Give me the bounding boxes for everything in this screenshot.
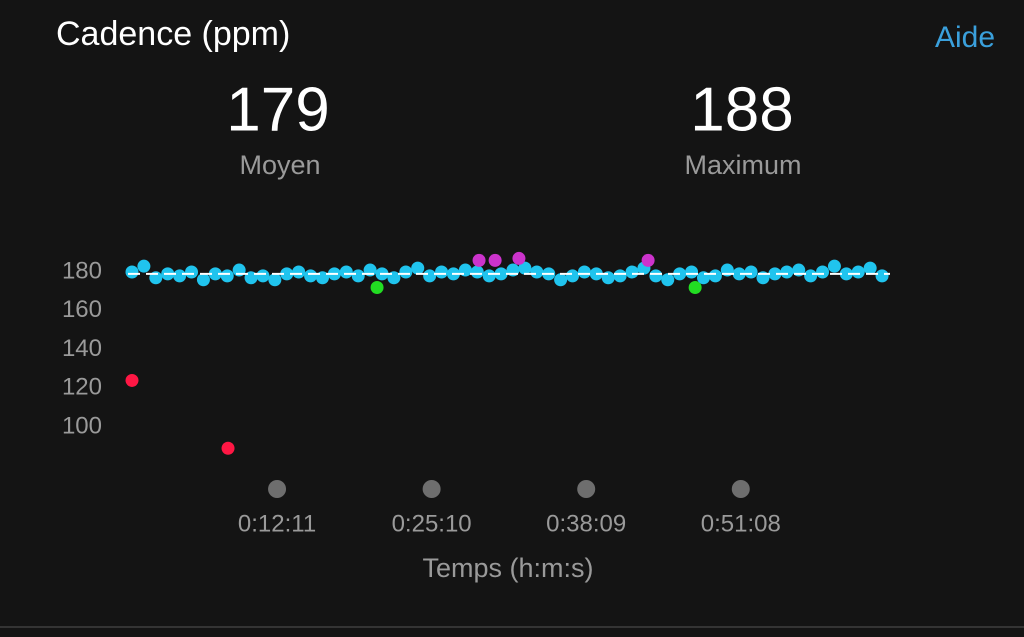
x-tick-label: 0:12:11	[238, 510, 316, 537]
x-tick-mark	[731, 480, 750, 498]
point	[137, 259, 151, 273]
point	[339, 265, 353, 279]
stat-value: 179	[226, 75, 329, 144]
stat-label: Moyen	[239, 150, 320, 180]
point	[399, 265, 413, 279]
point	[370, 280, 384, 294]
y-tick-label: 180	[62, 257, 102, 284]
point	[470, 265, 484, 279]
point	[256, 269, 270, 283]
x-tick-mark	[422, 480, 441, 498]
point	[435, 265, 449, 279]
point	[518, 261, 532, 275]
point	[221, 441, 235, 455]
point	[488, 253, 502, 267]
x-tick-label: 0:51:08	[701, 510, 781, 537]
point	[839, 267, 853, 281]
y-tick-label: 140	[62, 335, 102, 362]
stat-value: 188	[690, 75, 793, 144]
point	[280, 267, 294, 281]
x-tick-mark	[577, 480, 596, 498]
point	[530, 265, 544, 279]
point	[304, 269, 318, 283]
x-tick-label: 0:25:10	[392, 510, 472, 537]
point	[827, 259, 841, 273]
point	[649, 269, 663, 283]
point	[292, 265, 306, 279]
point	[566, 269, 580, 283]
point	[661, 273, 675, 287]
point	[208, 267, 222, 281]
point	[472, 253, 486, 267]
point	[220, 269, 234, 283]
point	[641, 253, 655, 267]
title: Cadence (ppm)	[56, 15, 290, 53]
point	[554, 273, 568, 287]
point	[732, 267, 746, 281]
x-tick-label: 0:38:09	[546, 510, 626, 537]
point	[577, 265, 591, 279]
point	[708, 269, 722, 283]
point	[125, 373, 139, 387]
y-tick-label: 160	[62, 296, 102, 323]
point	[268, 273, 282, 287]
point	[688, 280, 702, 294]
y-tick-label: 100	[62, 412, 102, 439]
help-link[interactable]: Aide	[935, 21, 995, 54]
point	[482, 269, 496, 283]
point	[125, 265, 139, 279]
point	[875, 269, 889, 283]
point	[863, 261, 877, 275]
point	[196, 273, 210, 287]
point	[512, 251, 526, 265]
point	[816, 265, 830, 279]
x-axis-label: Temps (h:m:s)	[422, 553, 593, 583]
point	[423, 269, 437, 283]
point	[173, 269, 187, 283]
point	[804, 269, 818, 283]
point	[685, 265, 699, 279]
point	[768, 267, 782, 281]
point	[851, 265, 865, 279]
point	[494, 267, 508, 281]
point	[780, 265, 794, 279]
stat-label: Maximum	[684, 150, 801, 180]
point	[411, 261, 425, 275]
plot: 100 120 140 160 180 0:12:11 0:25:10 0:38:09 0:51…	[62, 251, 890, 537]
x-tick-mark	[268, 480, 287, 498]
point	[185, 265, 199, 279]
point	[613, 269, 627, 283]
point	[351, 269, 365, 283]
y-tick-label: 120	[62, 374, 102, 401]
point	[744, 265, 758, 279]
point	[625, 265, 639, 279]
